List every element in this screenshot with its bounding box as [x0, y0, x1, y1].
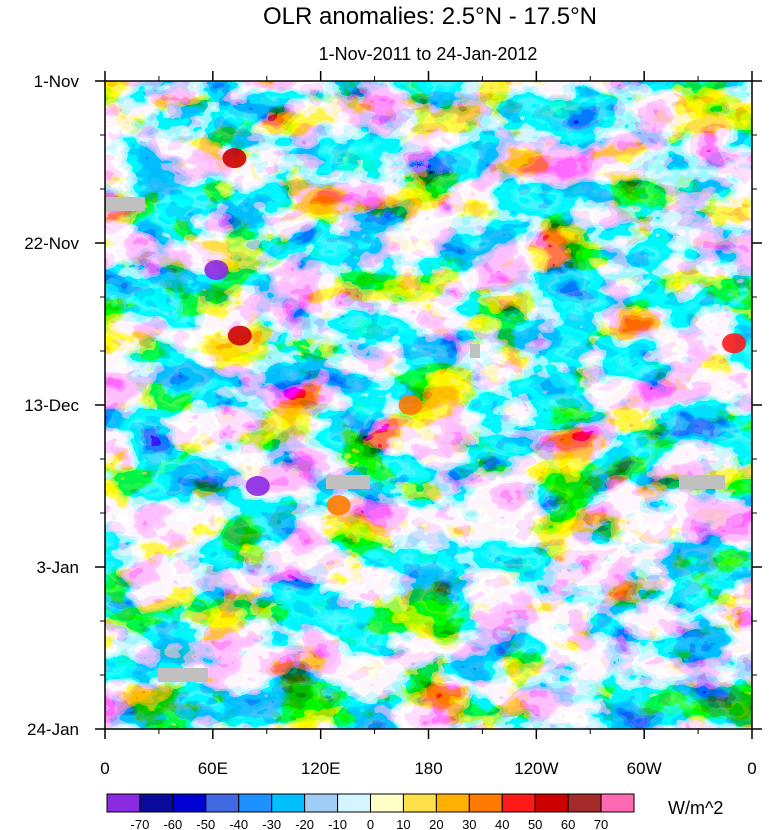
colorbar-swatch: [238, 793, 273, 813]
plot-area: [105, 81, 752, 729]
colorbar-level-label: -70: [131, 817, 150, 830]
colorbar-level-label: -60: [163, 817, 182, 830]
colorbar-swatch: [337, 793, 371, 813]
x-tick-label: 0: [100, 759, 109, 778]
colorbar-swatch: [468, 793, 503, 813]
colorbar-level-label: 70: [594, 817, 608, 830]
x-tick-label: 180: [414, 759, 442, 778]
colorbar-swatch: [402, 793, 437, 813]
missing-data-patch: [326, 475, 370, 489]
colorbar-level-label: 40: [495, 817, 509, 830]
heatmap-field: [105, 81, 752, 729]
anomaly-feature: [204, 260, 229, 280]
colorbar-swatch: [106, 793, 141, 813]
colorbar-level-label: -30: [262, 817, 281, 830]
colorbar-level-label: 30: [462, 817, 476, 830]
colorbar-units: W/m^2: [668, 798, 723, 818]
colorbar-level-label: 0: [367, 817, 374, 830]
missing-data-patch: [679, 475, 725, 489]
colorbar-swatch: [567, 793, 602, 813]
x-axis: 0 60E 120E 180 120W 60W 0: [100, 71, 757, 778]
y-tick-label: 13-Dec: [24, 396, 79, 415]
colorbar: -70 -60 -50 -40 -30 -20 -10 0 10 20 30 40 50 60 70 W/m^…: [106, 793, 723, 830]
colorbar-level-label: -40: [229, 817, 248, 830]
colorbar-level-label: -20: [295, 817, 314, 830]
x-tick-label: 120W: [514, 759, 558, 778]
missing-data-patch: [158, 668, 208, 682]
y-axis: 1-Nov 22-Nov 13-Dec 3-Jan 24-Jan: [24, 72, 762, 739]
x-tick-label: 120E: [301, 759, 341, 778]
anomaly-feature: [398, 395, 423, 415]
chart-subtitle: 1-Nov-2011 to 24-Jan-2012: [319, 44, 538, 64]
missing-data-patch: [470, 344, 480, 358]
x-tick-label: 60W: [627, 759, 662, 778]
chart-title: OLR anomalies: 2.5°N - 17.5°N: [263, 3, 597, 30]
anomaly-feature: [722, 333, 747, 354]
missing-data-patch: [105, 197, 145, 211]
colorbar-level-label: 50: [528, 817, 542, 830]
anomaly-feature: [222, 148, 247, 169]
y-tick-label: 22-Nov: [24, 234, 79, 253]
colorbar-swatch: [600, 793, 635, 813]
colorbar-level-label: 10: [396, 817, 410, 830]
y-tick-label: 24-Jan: [27, 720, 79, 739]
x-tick-label: 60E: [198, 759, 228, 778]
colorbar-swatch: [370, 793, 404, 813]
colorbar-swatch: [534, 793, 569, 813]
y-tick-label: 3-Jan: [36, 558, 79, 577]
colorbar-level-label: -10: [328, 817, 347, 830]
x-tick-label: 0: [747, 759, 756, 778]
colorbar-swatch: [172, 793, 207, 813]
anomaly-feature: [245, 476, 270, 496]
colorbar-level-label: 20: [429, 817, 443, 830]
colorbar-swatch: [271, 793, 306, 813]
colorbar-swatch: [139, 793, 174, 813]
colorbar-swatch: [435, 793, 470, 813]
colorbar-level-label: -50: [196, 817, 215, 830]
colorbar-level-label: 60: [561, 817, 575, 830]
colorbar-swatch: [501, 793, 536, 813]
colorbar-swatch: [304, 793, 339, 813]
colorbar-swatch: [205, 793, 240, 813]
anomaly-feature: [326, 495, 351, 516]
y-tick-label: 1-Nov: [34, 72, 80, 91]
anomaly-feature: [227, 325, 252, 346]
